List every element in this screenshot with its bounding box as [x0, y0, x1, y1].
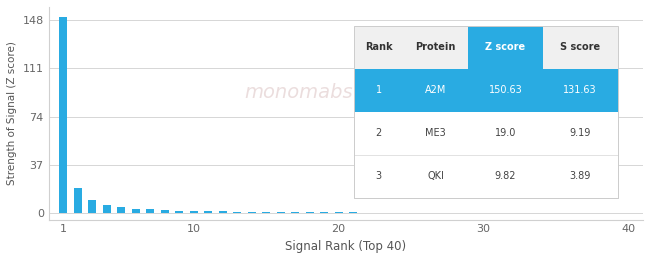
Bar: [306, 212, 313, 213]
Bar: [103, 205, 111, 213]
Bar: [248, 212, 255, 213]
Bar: [59, 17, 67, 213]
Text: ME3: ME3: [425, 128, 446, 138]
Text: monomabs: monomabs: [244, 82, 352, 101]
Bar: [320, 212, 328, 213]
Bar: [204, 211, 212, 213]
Bar: [262, 212, 270, 213]
Text: 9.82: 9.82: [495, 171, 516, 181]
Bar: [190, 211, 198, 213]
Bar: [277, 212, 285, 213]
Bar: [291, 212, 299, 213]
X-axis label: Signal Rank (Top 40): Signal Rank (Top 40): [285, 240, 406, 253]
Text: 9.19: 9.19: [569, 128, 591, 138]
Text: 19.0: 19.0: [495, 128, 516, 138]
Text: 131.63: 131.63: [564, 85, 597, 95]
Bar: [131, 209, 140, 213]
Text: Z score: Z score: [486, 42, 525, 53]
Bar: [233, 212, 241, 213]
Bar: [175, 211, 183, 213]
Bar: [73, 188, 82, 213]
Text: 2: 2: [376, 128, 382, 138]
Text: 1: 1: [376, 85, 382, 95]
Text: 3.89: 3.89: [569, 171, 591, 181]
Y-axis label: Strength of Signal (Z score): Strength of Signal (Z score): [7, 41, 17, 185]
Text: QKI: QKI: [427, 171, 444, 181]
Bar: [363, 212, 372, 213]
Bar: [349, 212, 357, 213]
Text: Rank: Rank: [365, 42, 393, 53]
Text: 3: 3: [376, 171, 382, 181]
Bar: [335, 212, 343, 213]
Text: A2M: A2M: [425, 85, 446, 95]
Bar: [146, 210, 154, 213]
Bar: [88, 200, 96, 213]
Bar: [117, 207, 125, 213]
Text: 150.63: 150.63: [489, 85, 522, 95]
Text: S score: S score: [560, 42, 600, 53]
Bar: [218, 211, 227, 213]
Bar: [161, 210, 168, 213]
Text: Protein: Protein: [415, 42, 456, 53]
